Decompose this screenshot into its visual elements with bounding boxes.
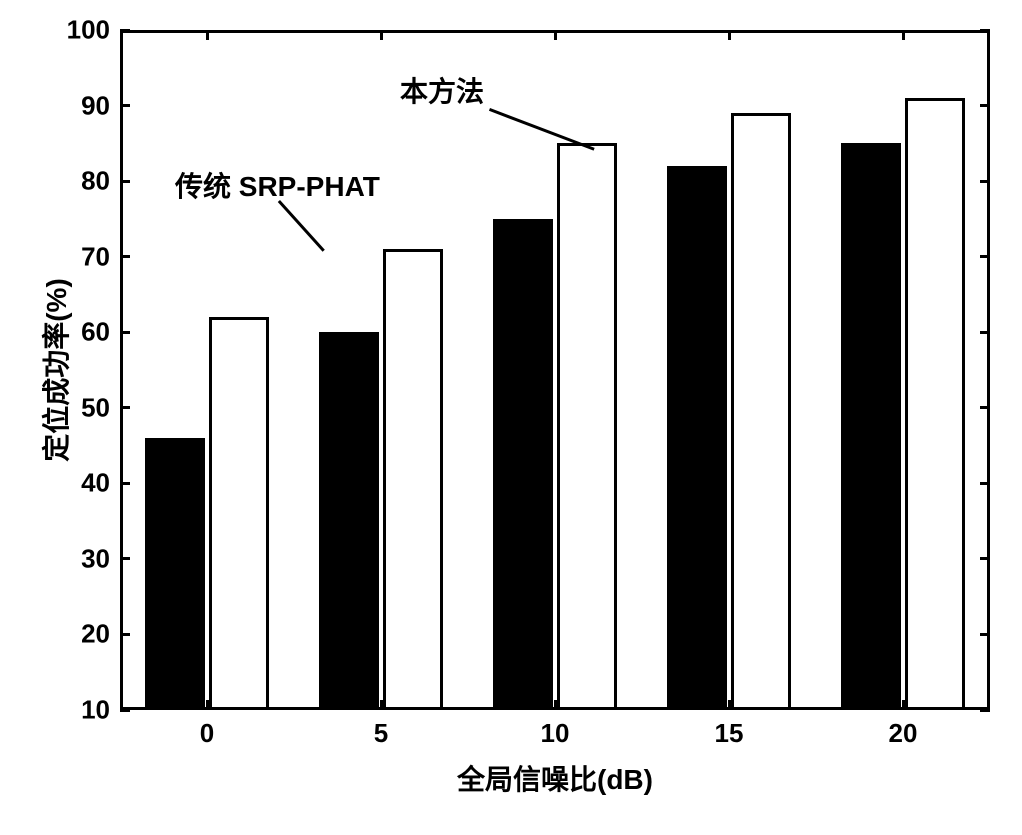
y-tick-label: 100 — [50, 15, 110, 46]
y-tick-label: 10 — [50, 695, 110, 726]
y-axis-label: 定位成功率(%) — [35, 278, 75, 462]
y-tick-mark — [980, 557, 990, 560]
y-tick-mark — [980, 255, 990, 258]
bar-series1 — [667, 166, 727, 710]
y-tick-mark — [980, 331, 990, 334]
y-tick-mark — [980, 482, 990, 485]
x-tick-label: 15 — [715, 718, 744, 749]
y-tick-mark — [980, 709, 990, 712]
y-tick-label: 30 — [50, 543, 110, 574]
y-tick-mark — [980, 633, 990, 636]
x-tick-label: 5 — [374, 718, 388, 749]
bar-series1 — [145, 438, 205, 710]
y-tick-label: 70 — [50, 241, 110, 272]
y-tick-mark — [980, 180, 990, 183]
y-tick-mark — [980, 104, 990, 107]
x-tick-label: 20 — [889, 718, 918, 749]
bar-series1 — [493, 219, 553, 710]
y-tick-mark — [980, 406, 990, 409]
y-tick-mark — [120, 104, 130, 107]
bar-series1 — [319, 332, 379, 710]
bar-series2 — [905, 98, 965, 710]
y-tick-mark — [980, 29, 990, 32]
y-tick-mark — [120, 255, 130, 258]
y-tick-label: 50 — [50, 392, 110, 423]
y-tick-mark — [120, 331, 130, 334]
x-tick-mark — [380, 30, 383, 40]
y-tick-label: 40 — [50, 468, 110, 499]
bar-series2 — [557, 143, 617, 710]
y-tick-mark — [120, 482, 130, 485]
y-tick-label: 20 — [50, 619, 110, 650]
bar-series2 — [383, 249, 443, 710]
y-tick-mark — [120, 406, 130, 409]
x-tick-mark — [728, 30, 731, 40]
y-tick-mark — [120, 180, 130, 183]
x-tick-label: 10 — [541, 718, 570, 749]
bar-series2 — [731, 113, 791, 710]
annotation-series2: 本方法 — [400, 70, 484, 110]
x-tick-mark — [206, 30, 209, 40]
y-tick-label: 60 — [50, 317, 110, 348]
y-tick-mark — [120, 709, 130, 712]
bar-series2 — [209, 317, 269, 710]
y-tick-label: 90 — [50, 90, 110, 121]
chart-container: 定位成功率(%) 全局信噪比(dB) 传统 SRP-PHAT 本方法 10 20 3… — [0, 0, 1022, 835]
y-tick-mark — [120, 29, 130, 32]
bar-series1 — [841, 143, 901, 710]
x-tick-mark — [554, 30, 557, 40]
y-tick-label: 80 — [50, 166, 110, 197]
y-tick-mark — [120, 557, 130, 560]
x-axis-label: 全局信噪比(dB) — [457, 758, 653, 798]
annotation-series1: 传统 SRP-PHAT — [175, 165, 380, 205]
x-tick-mark — [902, 30, 905, 40]
y-tick-mark — [120, 633, 130, 636]
x-tick-label: 0 — [200, 718, 214, 749]
